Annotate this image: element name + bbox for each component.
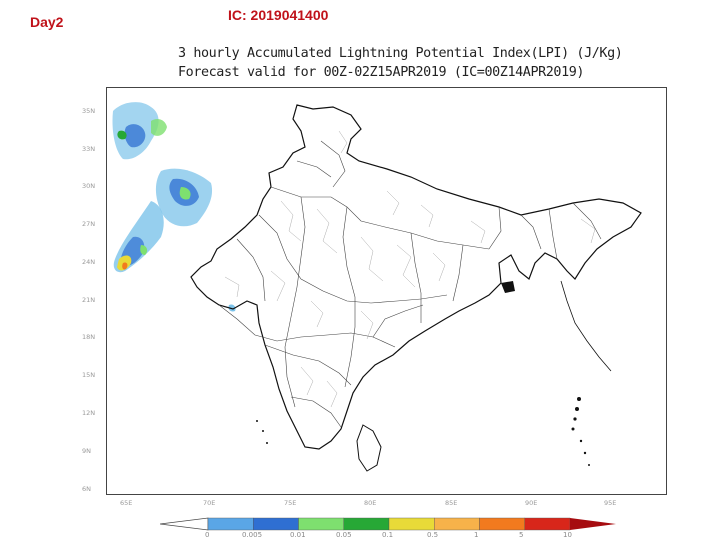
state-borders	[218, 140, 602, 428]
colorbar-right-arrow	[570, 518, 616, 530]
y-tick-label: 9N	[82, 447, 91, 455]
title-line-1: 3 hourly Accumulated Lightning Potential…	[178, 46, 623, 61]
colorbar-segment	[479, 517, 525, 531]
x-tick-label: 85E	[445, 499, 458, 507]
colorbar-segment	[253, 517, 299, 531]
colorbar-label: 0	[205, 531, 210, 539]
colorbar-label: 5	[519, 531, 524, 539]
colorbar-label: 1	[474, 531, 479, 539]
colorbar-segment	[524, 517, 571, 531]
lpi-shading	[112, 102, 236, 312]
colorbar-segment	[434, 517, 480, 531]
x-tick-label: 90E	[525, 499, 538, 507]
colorbar-segment	[207, 517, 254, 531]
sundarbans-delta	[501, 281, 515, 293]
myanmar-coast	[560, 280, 612, 372]
district-borders	[224, 130, 596, 408]
colorbar-label: 0.5	[427, 531, 439, 539]
y-tick-label: 35N	[82, 107, 96, 115]
y-tick-label: 30N	[82, 182, 96, 190]
colorbar-label: 0.1	[382, 531, 394, 539]
colorbar-label: 10	[563, 531, 572, 539]
colorbar-segment	[388, 517, 435, 531]
lakshadweep-islands	[256, 420, 268, 444]
y-tick-label: 24N	[82, 258, 96, 266]
x-tick-label: 95E	[604, 499, 617, 507]
plot-title: 3 hourly Accumulated Lightning Potential…	[178, 44, 623, 82]
x-tick-label: 75E	[284, 499, 297, 507]
y-tick-label: 33N	[82, 145, 96, 153]
y-tick-label: 12N	[82, 409, 96, 417]
colorbar-segment	[343, 517, 390, 531]
y-tick-label: 18N	[82, 333, 96, 341]
title-line-2: Forecast valid for 00Z-02Z15APR2019 (IC=…	[178, 65, 585, 80]
india-map-svg	[112, 102, 642, 472]
day-label: Day2	[30, 14, 64, 30]
colorbar-label: 0.005	[242, 531, 263, 539]
y-tick-label: 27N	[82, 220, 96, 228]
colorbar-segments	[207, 517, 571, 531]
colorbar-segment	[298, 517, 344, 531]
andaman-islands	[571, 397, 590, 466]
sri-lanka-outline	[356, 424, 382, 472]
x-tick-label: 70E	[203, 499, 216, 507]
y-tick-label: 15N	[82, 371, 96, 379]
x-tick-label: 65E	[120, 499, 133, 507]
colorbar-label: 0.01	[290, 531, 306, 539]
india-outline	[190, 104, 642, 450]
ic-label: IC: 2019041400	[228, 7, 329, 23]
y-tick-label: 21N	[82, 296, 96, 304]
colorbar-label: 0.05	[336, 531, 352, 539]
lpi-colorbar	[160, 517, 616, 531]
x-tick-label: 80E	[364, 499, 377, 507]
lpi-map	[106, 87, 667, 495]
y-tick-label: 6N	[82, 485, 91, 493]
colorbar-left-arrow	[160, 517, 209, 531]
